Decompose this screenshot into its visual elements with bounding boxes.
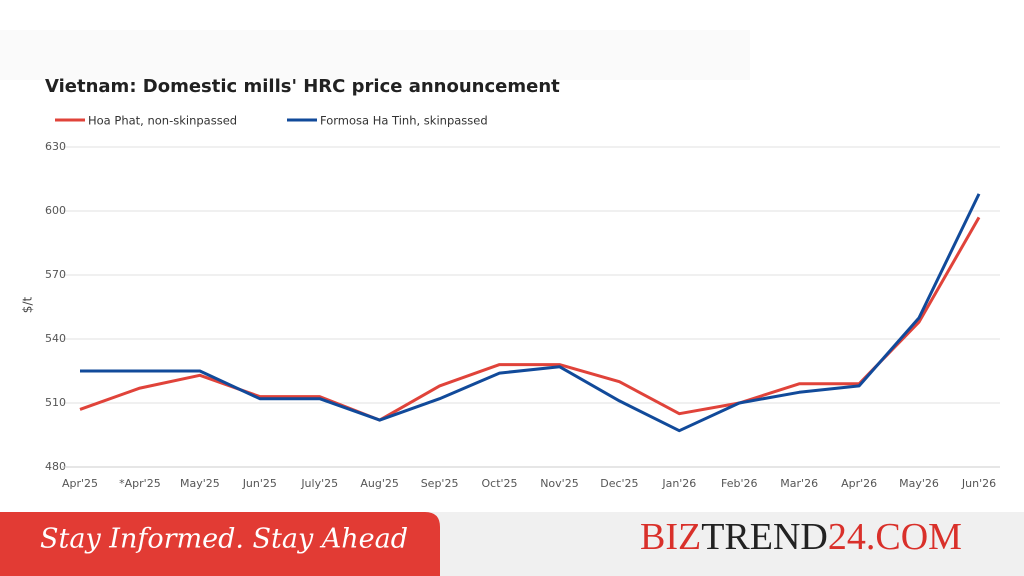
legend-label: Formosa Ha Tinh, skinpassed (320, 114, 488, 128)
y-tick-label: 510 (45, 396, 66, 409)
x-tick-label: May'26 (899, 477, 939, 490)
x-tick-label: Jun'25 (242, 477, 277, 490)
x-tick-label: Apr'26 (841, 477, 877, 490)
series-line (80, 193, 981, 433)
legend-label: Hoa Phat, non-skinpassed (88, 114, 237, 128)
x-tick-label: Dec'25 (600, 477, 638, 490)
x-tick-label: Feb'26 (721, 477, 758, 490)
x-tick-label: Oct'25 (482, 477, 518, 490)
slogan-banner (0, 512, 440, 576)
x-tick-label: Nov'25 (540, 477, 579, 490)
y-tick-label: 480 (45, 460, 66, 473)
brand-part: BIZ (640, 516, 701, 558)
plot: 480 510 540 570 600 630 Apr'25 *Apr'25 May'25 Jun… (45, 114, 1000, 490)
title-band (0, 30, 750, 80)
x-tick-label: Sep'25 (421, 477, 459, 490)
x-tick-label: Apr'25 (62, 477, 98, 490)
x-tick-label: Mar'26 (780, 477, 818, 490)
slogan: Stay Informed. Stay Ahead (40, 524, 408, 555)
y-tick-label: 630 (45, 140, 66, 153)
brand-part: .COM (866, 516, 962, 558)
brand: BIZTREND24.COM (640, 516, 962, 558)
x-tick-label: May'25 (180, 477, 220, 490)
brand-part: 24 (828, 516, 866, 558)
x-tick-label: *Apr'25 (119, 477, 161, 490)
y-tick-label: 600 (45, 204, 66, 217)
x-tick-label: Aug'25 (360, 477, 399, 490)
y-tick-label: 540 (45, 332, 66, 345)
y-tick-label: 570 (45, 268, 66, 281)
chart-title: Vietnam: Domestic mills' HRC price annou… (45, 76, 560, 97)
brand-part: TREND (701, 516, 828, 558)
x-tick-label: July'25 (300, 477, 338, 490)
x-tick-label: Jan'26 (661, 477, 696, 490)
x-tick-label: Jun'26 (961, 477, 996, 490)
y-axis-label: $/t (21, 297, 35, 314)
